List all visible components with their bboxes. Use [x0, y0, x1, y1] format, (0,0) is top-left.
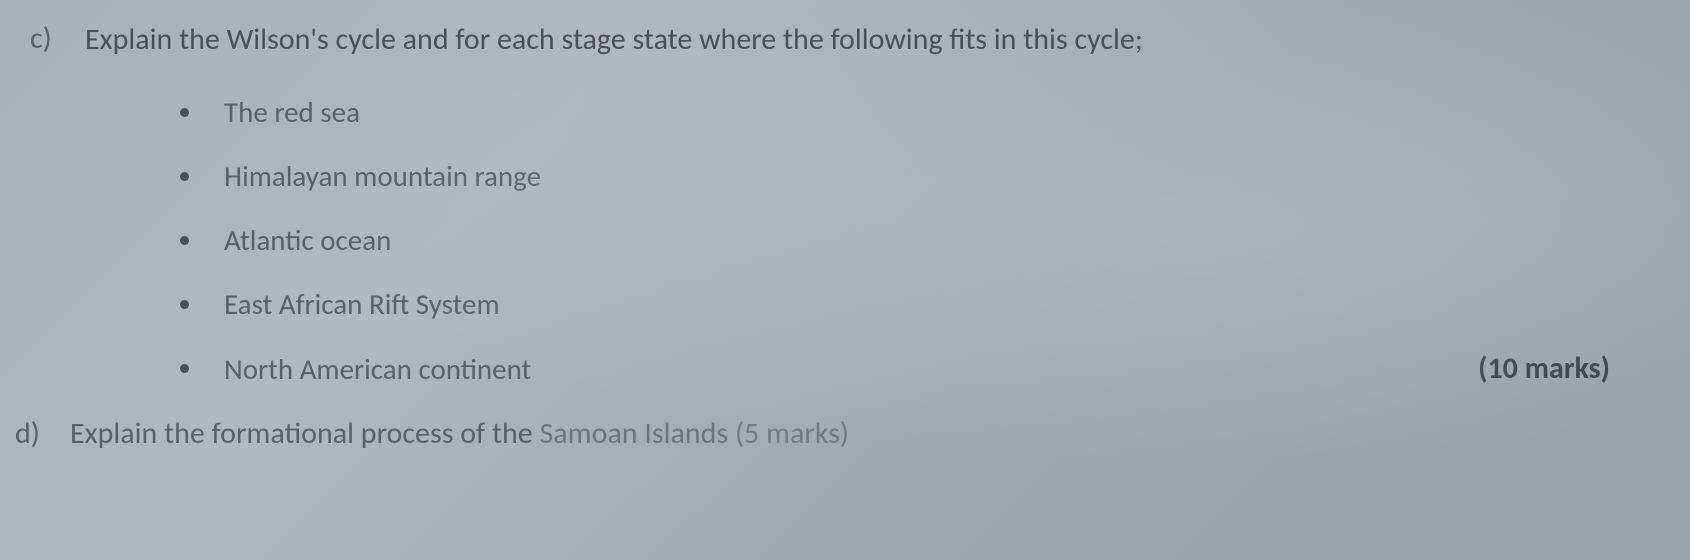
question-d-text: Explain the formational process of the S…: [70, 415, 849, 452]
bullet-dot-icon: [180, 364, 189, 373]
bullet-item: North American continent (10 marks): [180, 350, 1660, 387]
question-c-label: c): [30, 20, 65, 57]
bullet-list: The red sea Himalayan mountain range Atl…: [180, 94, 1660, 387]
bullet-text: The red sea: [224, 94, 360, 130]
question-c: c) Explain the Wilson's cycle and for ea…: [30, 20, 1660, 59]
bullet-item: The red sea: [180, 94, 1660, 130]
marks-label: (10 marks): [1478, 350, 1610, 387]
bullet-dot-icon: [180, 108, 189, 117]
marks-inline: (5 marks): [735, 415, 849, 452]
bullet-text: Atlantic ocean: [224, 222, 391, 258]
bullet-item: East African Rift System: [180, 286, 1660, 322]
bullet-text: East African Rift System: [224, 286, 500, 322]
bullet-text: Himalayan mountain range: [224, 158, 541, 194]
question-c-text: Explain the Wilson's cycle and for each …: [85, 20, 1660, 59]
bullet-dot-icon: [180, 236, 189, 245]
bullet-dot-icon: [180, 172, 189, 181]
question-d: d) Explain the formational process of th…: [30, 415, 1660, 452]
bullet-item: Atlantic ocean: [180, 222, 1660, 258]
bullet-text: North American continent: [224, 351, 531, 387]
bullet-item: Himalayan mountain range: [180, 158, 1660, 194]
bullet-dot-icon: [180, 300, 189, 309]
last-bullet-row: North American continent (10 marks): [180, 350, 1660, 387]
question-d-label: d): [15, 415, 50, 452]
